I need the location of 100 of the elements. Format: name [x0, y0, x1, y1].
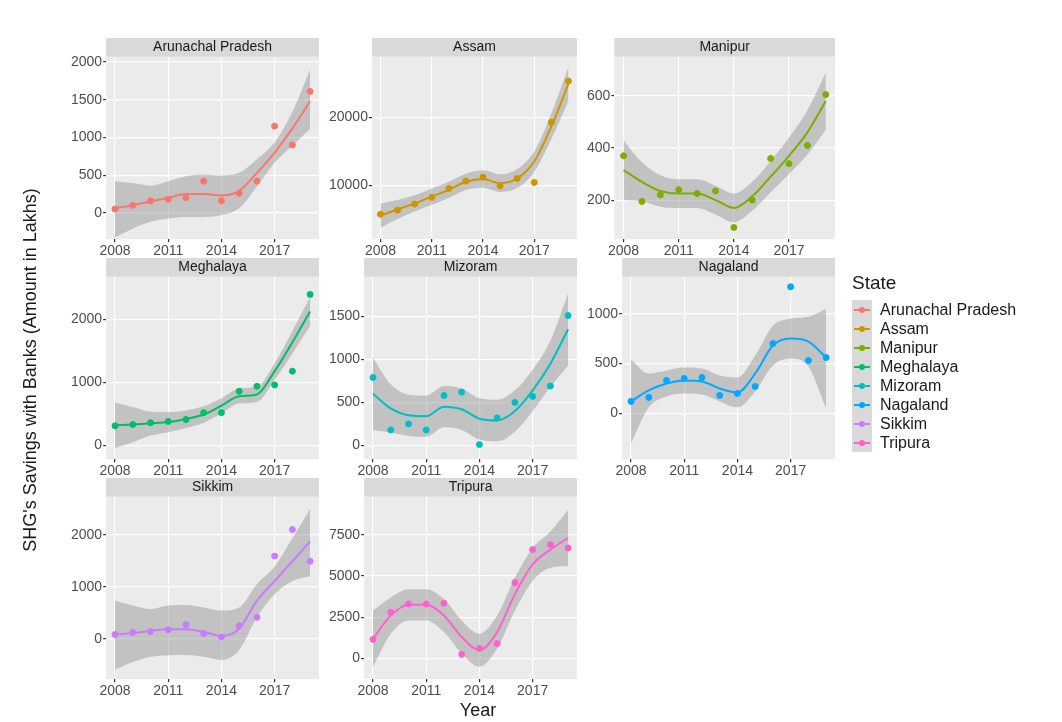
- x-tick-label: 2014: [205, 462, 238, 479]
- point: [662, 376, 670, 384]
- y-tick-label: 500: [336, 393, 361, 410]
- chart-title: Meghalaya: [178, 258, 248, 275]
- point: [675, 186, 683, 194]
- point: [627, 397, 635, 405]
- y-tick-label: 0: [352, 649, 361, 666]
- y-tick-label: 2000: [70, 525, 103, 542]
- point: [129, 201, 137, 209]
- point: [306, 290, 314, 298]
- point: [730, 223, 738, 231]
- y-tick-label: 400: [587, 138, 611, 155]
- point: [638, 197, 646, 205]
- point: [164, 417, 172, 425]
- point: [493, 640, 501, 648]
- point: [129, 421, 137, 429]
- point: [369, 635, 377, 643]
- point: [129, 628, 137, 636]
- point: [529, 546, 537, 554]
- point: [546, 541, 554, 549]
- point: [376, 210, 384, 218]
- point: [698, 373, 706, 381]
- x-tick-label: 2017: [517, 462, 549, 479]
- point: [803, 141, 811, 149]
- legend-label: Tripura: [880, 433, 931, 452]
- point: [146, 627, 154, 635]
- point: [200, 629, 208, 637]
- point: [200, 409, 208, 417]
- y-tick-label: 0: [94, 629, 103, 646]
- x-tick-label: 2008: [99, 242, 131, 259]
- x-tick-label: 2008: [615, 462, 647, 479]
- point: [271, 552, 279, 560]
- point: [529, 392, 537, 400]
- y-tick-label: 1000: [70, 373, 103, 390]
- point: [411, 200, 419, 208]
- x-tick-label: 2017: [518, 242, 551, 259]
- point: [785, 160, 793, 168]
- point: [458, 388, 466, 396]
- point: [445, 185, 453, 193]
- x-tick-label: 2008: [99, 682, 131, 699]
- point: [564, 312, 572, 320]
- y-tick-label: 1000: [70, 128, 103, 145]
- point: [422, 600, 430, 608]
- point: [217, 409, 225, 417]
- point: [253, 382, 261, 390]
- x-tick-label: 2008: [364, 242, 397, 259]
- point: [253, 177, 261, 185]
- chart-title: Arunachal Pradesh: [153, 38, 273, 55]
- x-tick-label: 2008: [357, 462, 389, 479]
- y-tick-label: 1000: [328, 350, 361, 367]
- point: [620, 152, 628, 160]
- y-tick-label: 200: [587, 190, 611, 207]
- point: [369, 373, 377, 381]
- point: [493, 414, 501, 422]
- x-tick-label: 2008: [99, 462, 131, 479]
- point: [787, 283, 795, 291]
- x-tick-label: 2011: [153, 682, 184, 699]
- x-tick-label: 2011: [411, 682, 442, 699]
- y-tick-label: 1500: [328, 307, 361, 324]
- x-tick-label: 2014: [467, 242, 499, 259]
- point: [711, 187, 719, 195]
- y-axis-title: SHG's Savings with Banks (Amount in Lakhs): [19, 188, 41, 552]
- chart-title: Tripura: [448, 478, 493, 495]
- point: [182, 194, 190, 202]
- x-tick-label: 2011: [153, 242, 184, 259]
- point: [564, 544, 572, 552]
- point: [511, 398, 519, 406]
- legend-label: Manipur: [880, 338, 938, 357]
- x-tick-label: 2011: [663, 242, 694, 259]
- legend-label: Assam: [880, 319, 929, 338]
- x-tick-label: 2014: [463, 682, 496, 699]
- x-tick-label: 2017: [773, 242, 805, 259]
- point: [111, 205, 119, 213]
- legend-label: Arunachal Pradesh: [880, 300, 1017, 319]
- point: [217, 633, 225, 641]
- point: [253, 613, 261, 621]
- point: [306, 557, 314, 565]
- legend-label: Sikkim: [880, 414, 928, 433]
- point: [733, 389, 741, 397]
- point: [513, 174, 521, 182]
- x-tick-label: 2017: [259, 462, 291, 479]
- x-tick-label: 2014: [718, 242, 750, 259]
- y-tick-label: 20000: [328, 108, 369, 125]
- y-tick-label: 1500: [70, 90, 103, 107]
- y-tick-label: 7500: [328, 525, 361, 542]
- x-tick-label: 2011: [669, 462, 700, 479]
- x-tick-label: 2014: [721, 462, 754, 479]
- point: [422, 426, 430, 434]
- point: [164, 626, 172, 634]
- point: [146, 419, 154, 427]
- y-tick-label: 0: [610, 404, 619, 421]
- legend-title: State: [852, 272, 898, 294]
- point: [111, 422, 119, 430]
- point: [440, 599, 448, 607]
- x-tick-label: 2017: [259, 682, 291, 699]
- point: [111, 631, 119, 639]
- x-tick-label: 2014: [463, 462, 496, 479]
- x-tick-label: 2014: [205, 682, 238, 699]
- point: [146, 197, 154, 205]
- point: [440, 392, 448, 400]
